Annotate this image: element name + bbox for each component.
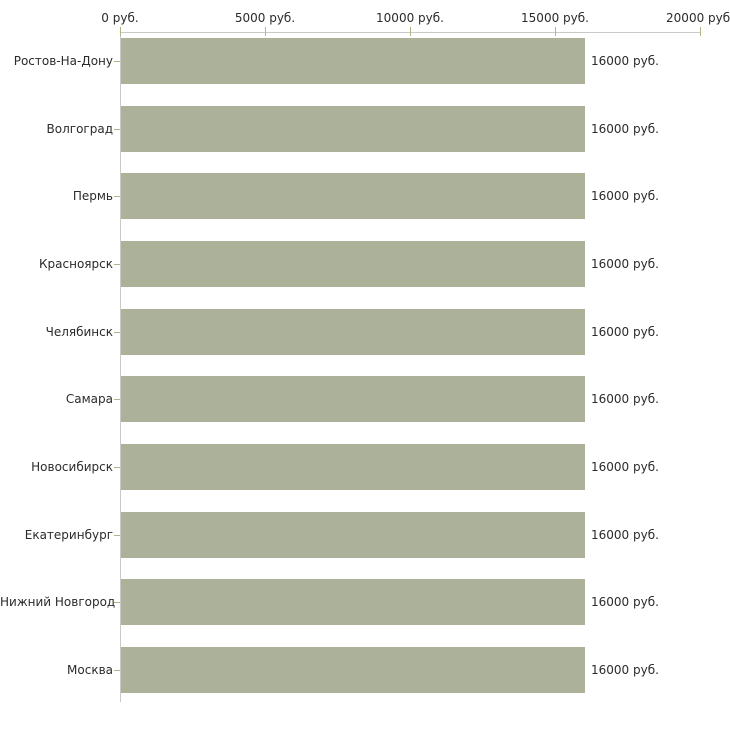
bar [121,106,585,152]
bar-value-label: 16000 руб. [591,392,659,406]
y-axis-tick [114,670,120,671]
bar [121,376,585,422]
y-axis-tick [114,264,120,265]
bar-value-label: 16000 руб. [591,460,659,474]
x-axis-tick [555,27,556,36]
x-axis-tick [120,27,121,36]
category-label: Новосибирск [31,460,113,474]
bar [121,444,585,490]
bar [121,309,585,355]
x-axis-tick-label: 0 руб. [101,11,139,25]
bar-value-label: 16000 руб. [591,257,659,271]
y-axis-tick [114,602,120,603]
x-axis-tick [410,27,411,36]
bar-value-label: 16000 руб. [591,595,659,609]
bar [121,647,585,693]
bar-value-label: 16000 руб. [591,122,659,136]
bar-value-label: 16000 руб. [591,663,659,677]
category-label: Челябинск [45,325,113,339]
y-axis-tick [114,467,120,468]
bar-value-label: 16000 руб. [591,189,659,203]
x-axis-tick [265,27,266,36]
category-label: Красноярск [39,257,113,271]
category-label: Нижний Новгород [0,595,116,609]
bar-value-label: 16000 руб. [591,54,659,68]
y-axis-tick [114,196,120,197]
bar-value-label: 16000 руб. [591,528,659,542]
bar [121,241,585,287]
category-label: Самара [65,392,113,406]
y-axis-line [120,32,121,702]
x-axis-tick [700,27,701,36]
bar [121,173,585,219]
y-axis-tick [114,129,120,130]
y-axis-tick [114,399,120,400]
category-label: Ростов-На-Дону [13,54,113,68]
category-label: Пермь [72,189,113,203]
x-axis-tick-label: 15000 руб. [521,11,589,25]
bar [121,512,585,558]
bar [121,579,585,625]
x-axis-tick-label: 5000 руб. [234,11,296,25]
category-label: Волгоград [46,122,113,136]
x-axis-tick-label: 10000 руб. [376,11,444,25]
y-axis-tick [114,61,120,62]
category-label: Москва [67,663,113,677]
bar-value-label: 16000 руб. [591,325,659,339]
y-axis-tick [114,332,120,333]
x-axis-tick-label: 20000 руб. [666,11,730,25]
category-label: Екатеринбург [24,528,113,542]
bar [121,38,585,84]
y-axis-tick [114,535,120,536]
